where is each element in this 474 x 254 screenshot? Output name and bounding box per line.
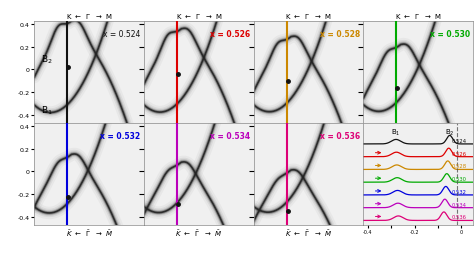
Title: K $\leftarrow$  $\Gamma$  $\rightarrow$ M: K $\leftarrow$ $\Gamma$ $\rightarrow$ M xyxy=(66,12,112,21)
Text: B$_1$: B$_1$ xyxy=(41,104,53,117)
X-axis label: $\bar{K}$ $\leftarrow$  $\bar{\Gamma}$  $\rightarrow$ $\bar{M}$: $\bar{K}$ $\leftarrow$ $\bar{\Gamma}$ $\… xyxy=(285,228,332,238)
Text: x = 0.534: x = 0.534 xyxy=(210,131,250,140)
Text: 0.532: 0.532 xyxy=(452,189,466,194)
Text: x = 0.524: x = 0.524 xyxy=(103,30,141,39)
X-axis label: $\bar{K}$ $\leftarrow$  $\bar{\Gamma}$  $\rightarrow$ $\bar{M}$: $\bar{K}$ $\leftarrow$ $\bar{\Gamma}$ $\… xyxy=(65,228,112,238)
Text: B$_1$: B$_1$ xyxy=(391,128,401,138)
Text: 0.528: 0.528 xyxy=(451,164,466,169)
Text: x = 0.532: x = 0.532 xyxy=(100,131,141,140)
Text: x = 0.526: x = 0.526 xyxy=(210,30,250,39)
Text: 0.526: 0.526 xyxy=(451,151,466,156)
Text: 0.536: 0.536 xyxy=(452,214,466,219)
Title: K $\leftarrow$  $\Gamma$  $\rightarrow$ M: K $\leftarrow$ $\Gamma$ $\rightarrow$ M xyxy=(285,12,332,21)
Text: B$_2$: B$_2$ xyxy=(445,128,455,138)
Text: x = 0.530: x = 0.530 xyxy=(429,30,470,39)
Text: x = 0.528: x = 0.528 xyxy=(320,30,360,39)
Text: 0.524: 0.524 xyxy=(451,138,466,143)
Title: K $\leftarrow$  $\Gamma$  $\rightarrow$ M: K $\leftarrow$ $\Gamma$ $\rightarrow$ M xyxy=(395,12,441,21)
Title: K $\leftarrow$  $\Gamma$  $\rightarrow$ M: K $\leftarrow$ $\Gamma$ $\rightarrow$ M xyxy=(175,12,222,21)
Text: 0.530: 0.530 xyxy=(452,176,466,181)
Text: B$_2$: B$_2$ xyxy=(41,53,53,66)
X-axis label: $\bar{K}$ $\leftarrow$  $\bar{\Gamma}$  $\rightarrow$ $\bar{M}$: $\bar{K}$ $\leftarrow$ $\bar{\Gamma}$ $\… xyxy=(175,228,222,238)
Text: 0.534: 0.534 xyxy=(452,202,466,207)
Text: x = 0.536: x = 0.536 xyxy=(320,131,360,140)
